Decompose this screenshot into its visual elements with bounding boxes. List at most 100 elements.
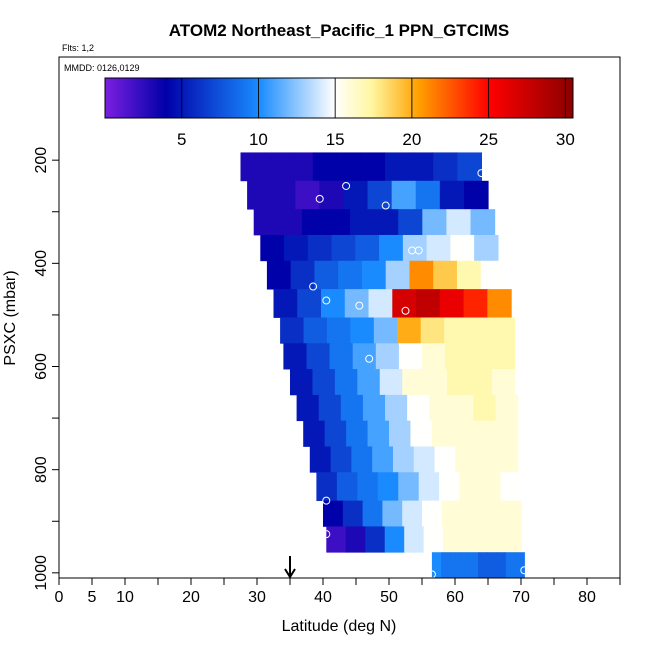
heatmap-cell-2-7 bbox=[422, 209, 448, 236]
heatmap-cell-12-1 bbox=[336, 472, 358, 502]
heatmap-cell-0-4 bbox=[336, 152, 362, 182]
heatmap-cell-6-2 bbox=[326, 317, 351, 344]
heatmap-cell-15-8 bbox=[505, 552, 516, 579]
heatmap-cell-5-1 bbox=[297, 289, 322, 318]
heatmap-cell-15-5 bbox=[478, 552, 488, 579]
heatmap-cell-8-3 bbox=[357, 369, 381, 396]
heatmap-cell-4-0 bbox=[266, 260, 292, 290]
sample-marker-6 bbox=[414, 246, 423, 255]
plot-layer: 5 10 15 20 25 30 0 5 10 20 30 40 50 60 70 80 200 400 600 80… bbox=[33, 56, 621, 606]
heatmap-cell-2-4 bbox=[350, 209, 375, 236]
heatmap-cell-8-8 bbox=[469, 369, 493, 396]
heatmap-cell-6-8 bbox=[467, 317, 492, 344]
heatmap-cell-1-7 bbox=[415, 180, 441, 210]
x-tick-label-9: 80 bbox=[578, 589, 596, 606]
y-tick-label-4: 1000 bbox=[33, 555, 50, 591]
y-tick-label-1: 400 bbox=[33, 250, 50, 277]
heatmap-cell-12-3 bbox=[377, 472, 399, 502]
heatmap-cell-1-2 bbox=[295, 180, 320, 210]
heatmap-cell-8-5 bbox=[402, 369, 426, 396]
heatmap-cell-6-1 bbox=[303, 317, 328, 344]
heatmap-cell-7-2 bbox=[329, 343, 354, 370]
heatmap-cell-14-5 bbox=[423, 526, 444, 553]
x-tick-label-4: 30 bbox=[248, 589, 266, 606]
x-axis: 0 5 10 20 30 40 50 60 70 80 bbox=[55, 578, 621, 606]
heatmap-cell-3-9 bbox=[474, 234, 499, 262]
x-axis-label: Latitude (deg N) bbox=[282, 618, 397, 635]
heatmap-cell-1-5 bbox=[367, 180, 393, 210]
heatmap-cell-15-0 bbox=[431, 552, 442, 579]
heatmap-cell-15-1 bbox=[441, 552, 451, 579]
heatmap-cell-5-7 bbox=[439, 289, 465, 318]
heatmap-cell-13-6 bbox=[441, 500, 463, 527]
colorbar-tick-label-1: 10 bbox=[249, 130, 268, 149]
heatmap-cell-6-4 bbox=[373, 317, 398, 344]
heatmap-cell-1-4 bbox=[343, 180, 369, 210]
heatmap-cell-11-9 bbox=[496, 446, 519, 473]
heatmap-cell-8-0 bbox=[290, 369, 314, 396]
y-tick-label-2: 600 bbox=[33, 353, 50, 380]
heatmap-cell-14-9 bbox=[501, 526, 522, 553]
heatmap-cell-9-4 bbox=[385, 394, 408, 422]
heatmap-cell-3-0 bbox=[260, 234, 285, 262]
heatmap-cell-12-6 bbox=[439, 472, 461, 502]
heatmap-cell-6-9 bbox=[490, 317, 515, 344]
heatmap-cell-12-7 bbox=[459, 472, 481, 502]
heatmap-cell-7-9 bbox=[491, 343, 515, 370]
heatmap-cell-14-6 bbox=[443, 526, 464, 553]
colorbar-tick-label-0: 5 bbox=[177, 130, 186, 149]
heatmap-cell-3-8 bbox=[450, 234, 475, 262]
heatmap-cell-14-0 bbox=[326, 526, 347, 553]
sample-marker-9 bbox=[355, 301, 364, 310]
heatmap-cell-10-8 bbox=[474, 420, 497, 447]
heatmap-cell-0-6 bbox=[385, 152, 410, 182]
x-tick-label-5: 40 bbox=[314, 589, 332, 606]
heatmap-cell-2-6 bbox=[398, 209, 423, 236]
heatmap-cell-13-2 bbox=[362, 500, 383, 527]
latitude-arrow-head bbox=[284, 568, 296, 579]
colorbar-tick-label-2: 15 bbox=[326, 130, 345, 149]
heatmap-cell-13-4 bbox=[402, 500, 423, 527]
heatmap-cell-10-0 bbox=[303, 420, 326, 447]
y-tick-label-3: 800 bbox=[33, 456, 50, 483]
latitude-arrow bbox=[284, 556, 296, 579]
heatmap-cell-13-7 bbox=[461, 500, 482, 527]
y-tick-label-0: 200 bbox=[33, 147, 50, 174]
x-tick-label-1: 5 bbox=[88, 589, 97, 606]
heatmap-cell-9-1 bbox=[318, 394, 342, 422]
heatmap-cell-0-5 bbox=[360, 152, 386, 182]
heatmap-cell-2-9 bbox=[470, 209, 496, 236]
heatmap-cell-1-6 bbox=[391, 180, 417, 210]
heatmap-cell-12-2 bbox=[357, 472, 379, 502]
plot-frame bbox=[58, 56, 621, 579]
heatmap-cell-2-0 bbox=[253, 209, 279, 236]
sample-marker-12 bbox=[322, 496, 331, 505]
heatmap-cell-14-7 bbox=[462, 526, 483, 553]
x-tick-label-3: 20 bbox=[182, 589, 200, 606]
heatmap-cell-5-8 bbox=[463, 289, 488, 318]
sample-marker-1 bbox=[315, 194, 324, 203]
x-tick-label-0: 0 bbox=[55, 589, 64, 606]
sample-marker-4 bbox=[477, 169, 486, 178]
heatmap-cell-0-0 bbox=[240, 152, 266, 182]
x-tick-label-2: 10 bbox=[116, 589, 134, 606]
sample-marker-13 bbox=[322, 530, 331, 539]
heatmap-cell-2-1 bbox=[277, 209, 303, 236]
heatmap-cell-1-9 bbox=[463, 180, 489, 210]
colorbar-tick-label-5: 30 bbox=[556, 130, 575, 149]
heatmap-cell-1-0 bbox=[247, 180, 272, 210]
heatmap-cell-5-3 bbox=[344, 289, 370, 318]
heatmap-cell-10-7 bbox=[453, 420, 476, 447]
heatmap-cell-4-1 bbox=[290, 260, 316, 290]
heatmap-cell-10-9 bbox=[496, 420, 519, 447]
heatmap-cell-7-0 bbox=[283, 343, 308, 370]
heatmap-cell-0-2 bbox=[288, 152, 314, 182]
heatmap-cell-8-6 bbox=[424, 369, 448, 396]
heatmap-cell-10-3 bbox=[367, 420, 390, 447]
heatmap-cell-9-0 bbox=[296, 394, 320, 422]
heatmap-cell-6-3 bbox=[350, 317, 375, 344]
heatmap-cell-0-3 bbox=[312, 152, 338, 182]
heatmap-cell-6-6 bbox=[420, 317, 445, 344]
